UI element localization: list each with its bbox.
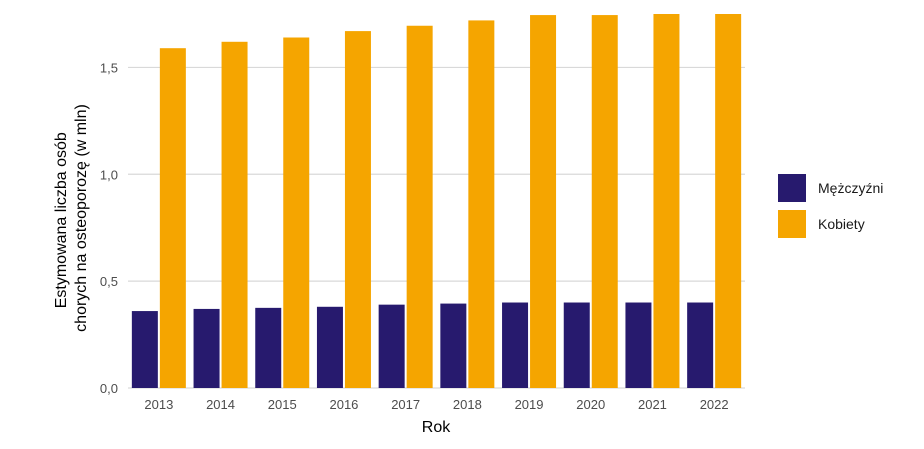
bar-men-2013 (131, 311, 158, 388)
bar-men-2021 (625, 302, 652, 388)
bar-women-2013 (159, 48, 186, 389)
legend-swatch-men (778, 174, 806, 202)
bar-women-2018 (468, 20, 495, 388)
y-tick-label: 1,0 (100, 167, 118, 182)
bar-men-2018 (440, 303, 467, 388)
bar-women-2022 (715, 14, 742, 388)
y-tick-label: 0,5 (100, 274, 118, 289)
x-tick-label: 2016 (329, 397, 358, 412)
bar-women-2019 (530, 15, 557, 388)
bar-men-2019 (502, 302, 529, 388)
bar-men-2022 (687, 302, 714, 388)
legend-swatch-women (778, 210, 806, 238)
bar-men-2017 (378, 304, 405, 388)
bar-men-2015 (255, 307, 282, 388)
x-axis-ticks: 2013 2014 2015 2016 2017 2018 2019 2020 2021 2022 (144, 397, 728, 412)
bars (131, 14, 742, 389)
y-tick-label: 1,5 (100, 60, 118, 75)
x-tick-label: 2014 (206, 397, 235, 412)
bar-women-2020 (591, 15, 618, 388)
y-axis-title-line-1: Estymowana liczba osób (53, 132, 70, 308)
y-axis-title: Estymowana liczba osób chorych na osteop… (53, 104, 90, 332)
gridlines (128, 66, 745, 389)
x-tick-label: 2017 (391, 397, 420, 412)
bar-women-2021 (653, 14, 680, 388)
x-tick-label: 2022 (700, 397, 729, 412)
x-tick-label: 2021 (638, 397, 667, 412)
bar-women-2017 (406, 25, 433, 389)
x-tick-label: 2019 (515, 397, 544, 412)
legend-label-women: Kobiety (818, 216, 865, 232)
x-tick-label: 2015 (268, 397, 297, 412)
legend-label-men: Mężczyźni (818, 180, 883, 196)
y-axis-ticks: 0,0 0,5 1,0 1,5 (100, 60, 118, 396)
y-tick-label: 0,0 (100, 381, 118, 396)
bar-men-2020 (563, 302, 590, 388)
bar-men-2014 (193, 308, 220, 388)
y-axis-title-line-2: chorych na osteoporozę (w mln) (73, 104, 90, 332)
bar-women-2016 (344, 31, 371, 389)
bar-women-2014 (221, 41, 248, 388)
x-tick-label: 2018 (453, 397, 482, 412)
legend: Mężczyźni Kobiety (778, 174, 883, 238)
bar-women-2015 (283, 37, 310, 388)
x-axis-title: Rok (422, 419, 451, 436)
x-tick-label: 2020 (576, 397, 605, 412)
x-tick-label: 2013 (144, 397, 173, 412)
bar-men-2016 (316, 306, 343, 388)
